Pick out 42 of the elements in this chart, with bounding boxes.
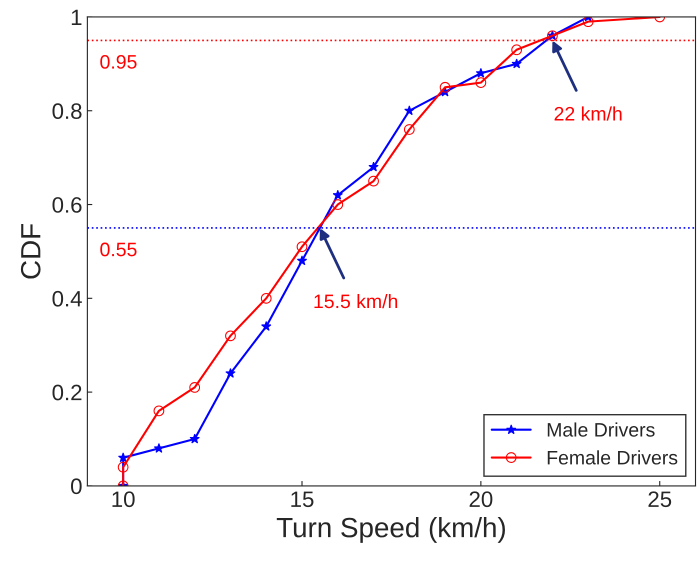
x-tick-label: 25: [648, 491, 672, 508]
point: [404, 105, 414, 116]
point: [582, 16, 594, 28]
point: [332, 190, 343, 200]
point: [404, 124, 415, 135]
ref-line-label: 0.95: [100, 54, 137, 69]
point: [118, 452, 128, 462]
point: [296, 241, 308, 252]
x-axis-title: Turn Speed (km/h): [276, 517, 505, 543]
y-tick-label: 0.2: [52, 384, 82, 400]
point: [475, 77, 486, 88]
point: [296, 255, 308, 266]
point: [154, 443, 164, 453]
point: [190, 434, 200, 444]
legend-label: Female Drivers: [548, 450, 678, 465]
annotation: 15.5 km/h: [314, 294, 398, 308]
point: [189, 382, 200, 393]
x-tick-label: 15: [291, 492, 314, 508]
y-tick-label: 0.8: [52, 103, 82, 120]
point: [368, 176, 379, 186]
point: [368, 162, 379, 172]
point: [118, 462, 129, 473]
y-axis-title: CDF: [20, 224, 41, 279]
legend-label: Male Drivers: [548, 422, 655, 437]
point: [511, 44, 522, 56]
y-tick-label: 0.4: [52, 290, 82, 307]
x-tick-label: 10: [112, 491, 135, 508]
point: [225, 368, 236, 378]
annotation: 22 km/h: [554, 106, 622, 121]
y-tick-label: 1: [72, 10, 82, 25]
point: [512, 58, 522, 68]
y-tick-label: 0.6: [52, 197, 82, 213]
ref-line-label: 0.55: [100, 242, 137, 256]
point: [154, 405, 164, 416]
point: [260, 292, 272, 304]
y-tick-label: 0: [71, 478, 82, 494]
point: [476, 68, 486, 78]
point: [261, 321, 272, 331]
point: [225, 330, 236, 342]
point: [440, 82, 450, 93]
point: [332, 199, 344, 210]
x-tick-label: 20: [470, 491, 492, 508]
